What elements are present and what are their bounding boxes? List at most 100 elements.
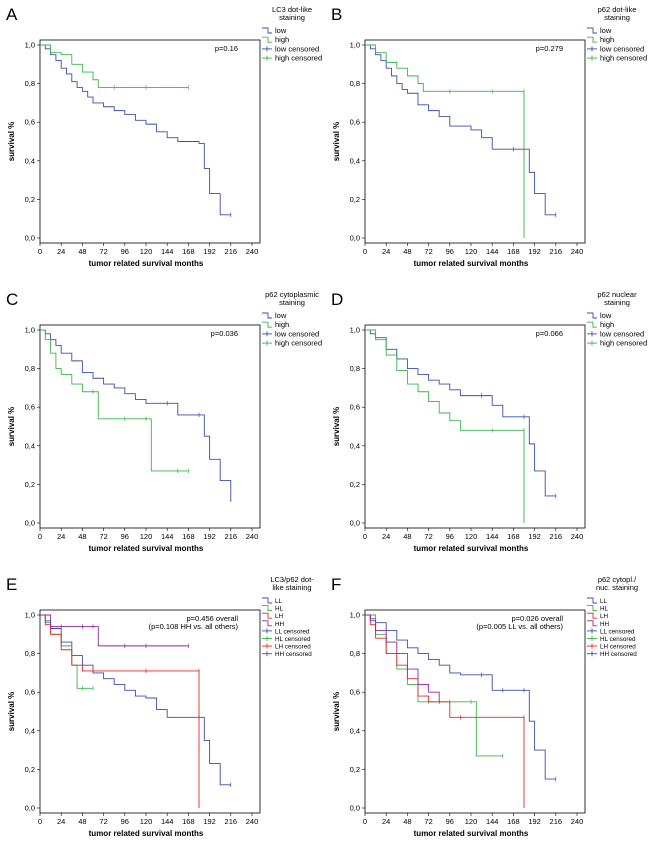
- x-tick-label: 96: [446, 817, 454, 826]
- x-tick-label: 192: [528, 532, 541, 541]
- legend-item: high censored: [587, 339, 647, 348]
- legend-item: low: [587, 26, 612, 35]
- x-tick-label: 216: [225, 532, 238, 541]
- legend-item: LH censored: [587, 644, 636, 651]
- panel-b: B 0 24 48 72 96 120 144 168 192 216 240 0,0 0,2 0,4 0,6…: [325, 0, 650, 285]
- legend-label: HL: [600, 606, 609, 613]
- legend-label: HH censored: [275, 651, 312, 658]
- y-tick-label: 1,0: [350, 326, 360, 335]
- legend-item: high censored: [262, 339, 322, 348]
- legend-label: low: [275, 311, 287, 320]
- x-tick-label: 144: [161, 532, 174, 541]
- legend-label: HH: [600, 621, 610, 628]
- legend-item: high: [262, 320, 289, 329]
- x-tick-label: 216: [225, 247, 238, 256]
- legend-label: high censored: [275, 339, 322, 348]
- x-tick-label: 240: [246, 247, 259, 256]
- x-tick-label: 0: [363, 817, 367, 826]
- series-lh-line: [40, 614, 200, 808]
- legend-item: low censored: [587, 44, 644, 53]
- y-tick-label: 1,0: [25, 326, 35, 335]
- x-tick-label: 120: [465, 532, 478, 541]
- legend-label: LH: [275, 613, 284, 620]
- x-tick-label: 120: [465, 817, 478, 826]
- x-axis-label: tumor related survival months: [414, 544, 529, 553]
- x-tick-label: 96: [121, 247, 129, 256]
- x-tick-label: 216: [225, 817, 238, 826]
- x-tick-label: 240: [571, 817, 584, 826]
- p-value: p=0.279: [536, 44, 563, 53]
- y-tick-label: 0,8: [25, 649, 35, 658]
- y-tick-label: 0,2: [350, 195, 360, 204]
- legend-item: LH: [262, 612, 284, 620]
- x-tick-label: 168: [507, 817, 520, 826]
- legend-title: p62 dot-like: [598, 5, 637, 14]
- legend-item: HL: [262, 605, 284, 613]
- x-tick-label: 192: [203, 817, 216, 826]
- legend-item: HH: [262, 620, 285, 628]
- legend-swatch: [262, 612, 272, 619]
- x-tick-label: 96: [121, 817, 129, 826]
- x-tick-label: 72: [424, 817, 432, 826]
- y-tick-label: 0,6: [25, 403, 35, 412]
- legend-item: low censored: [587, 329, 644, 338]
- y-tick-label: 0,2: [25, 195, 35, 204]
- y-tick-label: 0,4: [350, 441, 360, 450]
- km-chart-d: D 0 24 48 72 96 120 144 168 192 216 240 0,0 0,2 0,4 0,6…: [331, 290, 647, 553]
- p-value: p=0.066: [536, 329, 563, 338]
- x-tick-label: 72: [99, 817, 107, 826]
- legend-item: LL censored: [587, 628, 635, 635]
- y-tick-label: 0,4: [25, 441, 35, 450]
- x-tick-label: 72: [99, 247, 107, 256]
- x-tick-label: 72: [424, 532, 432, 541]
- y-axis-label: survival %: [332, 692, 341, 732]
- y-tick-label: 0,2: [25, 765, 35, 774]
- x-tick-label: 24: [57, 817, 65, 826]
- y-tick-label: 0,4: [25, 726, 35, 735]
- legend-label: low censored: [600, 44, 644, 53]
- x-tick-label: 72: [99, 532, 107, 541]
- legend-swatch: [262, 36, 272, 43]
- series-ll-line: [365, 614, 556, 780]
- y-tick-label: 0,8: [350, 649, 360, 658]
- x-tick-label: 192: [203, 247, 216, 256]
- legend-title: staining: [279, 13, 305, 22]
- legend-item: low censored: [262, 44, 319, 53]
- legend-swatch: [587, 605, 597, 612]
- x-tick-label: 0: [38, 532, 42, 541]
- km-chart-c: C 0 24 48 72 96 120 144 168 192 216 240 0,0 0,2 0,4 0,6…: [6, 290, 322, 553]
- x-axis-label: tumor related survival months: [89, 829, 204, 838]
- panel-letter: D: [331, 290, 343, 309]
- x-tick-label: 192: [528, 247, 541, 256]
- y-tick-label: 0,2: [350, 480, 360, 489]
- y-tick-label: 0,0: [25, 804, 35, 813]
- legend-label: LL: [600, 598, 608, 605]
- legend-label: low: [600, 311, 612, 320]
- legend-label: high: [275, 320, 289, 329]
- plot-frame: [364, 324, 586, 529]
- x-tick-label: 120: [140, 532, 153, 541]
- x-tick-label: 192: [528, 817, 541, 826]
- km-chart-f: F 0 24 48 72 96 120 144 168 192 216 240 0,0 0,2 0,4 0,6…: [331, 575, 638, 838]
- legend-item: LL: [262, 597, 283, 605]
- legend-swatch: [262, 27, 272, 34]
- y-tick-label: 0,4: [350, 726, 360, 735]
- legend-label: low censored: [275, 329, 319, 338]
- panel-f: F 0 24 48 72 96 120 144 168 192 216 240 0,0 0,2 0,4 0,6…: [325, 570, 650, 855]
- y-tick-label: 1,0: [350, 41, 360, 50]
- panel-letter: B: [331, 5, 342, 24]
- y-axis-label: survival %: [7, 692, 16, 732]
- plot-frame: [39, 609, 261, 814]
- legend-label: high: [275, 35, 289, 44]
- x-tick-label: 240: [571, 247, 584, 256]
- legend-label: HL: [275, 606, 284, 613]
- legend-label: high censored: [275, 54, 322, 63]
- p-value: p=0.456 overall: [187, 614, 239, 623]
- legend-swatch: [262, 597, 272, 604]
- legend-label: high censored: [600, 339, 647, 348]
- p-value-detail: (p=0.005 LL vs. all others): [476, 622, 563, 631]
- x-tick-label: 24: [382, 247, 390, 256]
- km-chart-a: A 0 24 48 72 96 120 144 168 192 216 240 0,0 0,2 0,4 0,6…: [6, 5, 322, 268]
- legend-label: LH censored: [600, 644, 636, 651]
- x-tick-label: 216: [550, 532, 563, 541]
